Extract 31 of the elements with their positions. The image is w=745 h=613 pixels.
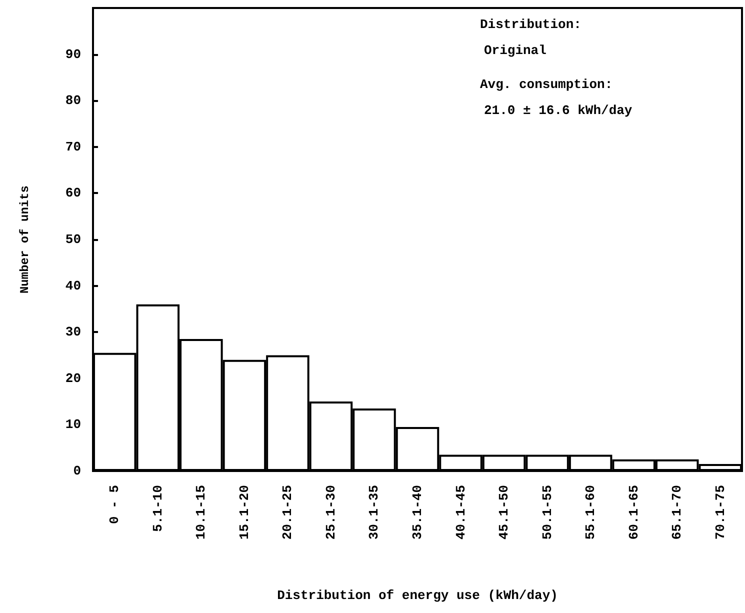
y-tick-label: 80 (65, 93, 82, 108)
y-tick-label: 30 (65, 324, 82, 340)
x-tick-label: 55.1-60 (583, 484, 598, 540)
x-axis-title: Distribution of energy use (kWh/day) (277, 588, 558, 603)
y-tick-label: 40 (65, 278, 82, 294)
x-tick-label: 15.1-20 (236, 484, 252, 540)
x-tick-label: 20.1-25 (280, 484, 296, 540)
y-tick-label: 10 (65, 417, 82, 432)
x-tick-label: 35.1-40 (410, 484, 425, 540)
y-tick-label: 20 (65, 370, 82, 386)
x-tick-label: 10.1-15 (194, 484, 209, 540)
x-tick-label: 70.1-75 (712, 484, 728, 540)
x-tick-label: 0 - 5 (107, 484, 122, 524)
x-tick-label: 40.1-45 (453, 484, 468, 540)
annotation: Avg. consumption: (480, 77, 613, 92)
x-tick-label: 60.1-65 (626, 484, 642, 540)
y-tick-label: 90 (65, 46, 82, 62)
x-tick-label: 30.1-35 (366, 484, 382, 540)
annotation: 21.0 ± 16.6 kWh/day (484, 103, 632, 118)
y-tick-label: 50 (65, 232, 82, 247)
annotation: Original (484, 43, 547, 58)
x-tick-label: 50.1-55 (540, 484, 555, 540)
x-tick-label: 25.1-30 (323, 484, 338, 540)
x-tick-label: 65.1-70 (670, 484, 685, 540)
x-tick-label: 45.1-50 (496, 484, 512, 540)
y-axis-title: Number of units (18, 185, 32, 294)
y-tick-label: 0 (73, 464, 82, 478)
annotation: Distribution: (480, 17, 582, 32)
y-tick-label: 60 (65, 186, 82, 201)
x-tick-label: 5.1-10 (150, 484, 166, 532)
y-tick-label: 70 (65, 139, 82, 154)
